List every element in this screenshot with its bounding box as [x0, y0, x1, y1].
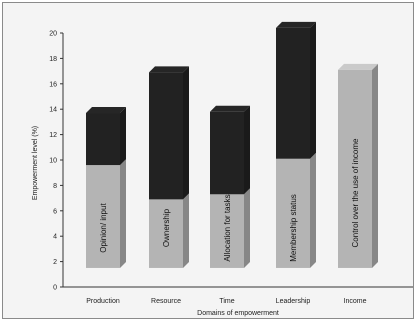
bar-segment: [86, 113, 120, 166]
bar-side: [183, 193, 189, 268]
bars: Opinion/ input Ownership Allocation for ta…: [86, 21, 378, 268]
bar-top: [338, 63, 378, 70]
bar-segment: [86, 165, 120, 268]
chart-frame: 0 2 4 6 8 10 12 14 16 18 20 Opinion/ input Ownershi…: [2, 2, 414, 319]
y-axis-title: Empowerment level (%): [32, 126, 39, 200]
y-tick-label: 8: [53, 183, 57, 190]
bar-side: [183, 66, 189, 200]
y-tick-labels: 0 2 4 6 8 10 12 14 16 18 20: [49, 31, 63, 292]
bar-segment: [149, 72, 183, 200]
y-tick-label: 10: [49, 158, 57, 165]
x-tick-label: Production: [86, 298, 120, 305]
bar-inner-label: Ownership: [162, 208, 171, 247]
x-axis-title: Domains of empowerment: [197, 310, 279, 317]
bar-inner-label: Control over the use of income: [351, 138, 360, 247]
bar-segment: [276, 27, 310, 159]
y-tick-label: 14: [49, 107, 57, 114]
bar-segment: [276, 158, 310, 268]
bar-segment: [210, 194, 244, 268]
bar-side: [244, 188, 250, 268]
bar-side: [310, 152, 316, 268]
x-tick-label: Income: [344, 298, 367, 305]
bar-side: [310, 21, 316, 159]
x-tick-label: Leadership: [276, 298, 311, 305]
bar-segment: [338, 69, 372, 268]
bar-segment: [149, 199, 183, 268]
bar-top: [86, 107, 126, 114]
y-tick-label: 20: [49, 31, 57, 38]
bar-inner-label: Opinion/ input: [99, 203, 108, 253]
y-tick-label: 18: [49, 56, 57, 63]
bar-side: [372, 63, 378, 268]
y-tick-label: 2: [53, 259, 57, 266]
bar-top: [149, 66, 189, 73]
bar-top: [210, 105, 250, 112]
x-tick-label: Time: [219, 298, 234, 305]
bar-inner-label: Membership status: [289, 194, 298, 262]
bar-segment: [210, 111, 244, 195]
x-tick-labels: Production Resource Time Leadership Income: [86, 298, 366, 305]
bar-side: [244, 105, 250, 195]
bar-top: [276, 21, 316, 28]
y-tick-label: 12: [49, 132, 57, 139]
bar-chart: 0 2 4 6 8 10 12 14 16 18 20 Opinion/ input Ownershi…: [32, 21, 413, 317]
bar-side: [120, 107, 126, 166]
y-tick-label: 4: [53, 234, 57, 241]
bar-side: [120, 159, 126, 268]
x-tick-label: Resource: [151, 298, 181, 305]
bar-inner-label: Allocation for tasks: [223, 194, 232, 261]
y-tick-label: 16: [49, 81, 57, 88]
y-tick-label: 6: [53, 208, 57, 215]
y-tick-label: 0: [53, 285, 57, 292]
